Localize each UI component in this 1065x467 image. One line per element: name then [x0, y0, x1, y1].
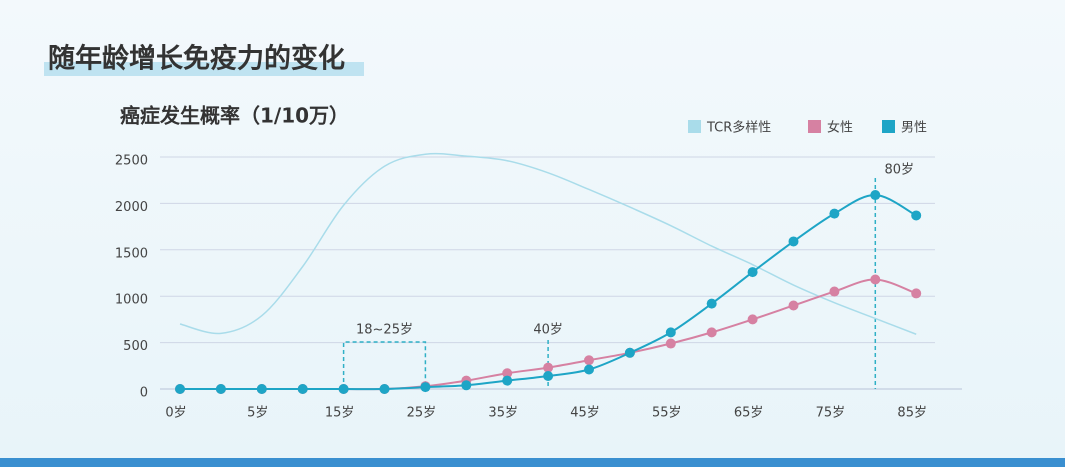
data-point: [788, 300, 799, 311]
x-tick-label: 65岁: [734, 406, 764, 421]
data-point: [584, 364, 594, 375]
y-tick-label: 1500: [115, 246, 148, 261]
data-point: [665, 327, 676, 338]
data-point: [624, 347, 635, 358]
series-line: [179, 152, 917, 335]
data-point: [706, 327, 717, 338]
annotation-box: [342, 341, 427, 389]
bottom-strip: [0, 458, 1065, 467]
data-point: [338, 384, 349, 394]
x-tick-label: 35岁: [488, 406, 518, 421]
data-point: [175, 384, 185, 394]
legend-label: TCR多样性: [706, 120, 771, 136]
data-point: [543, 362, 554, 373]
data-point: [256, 384, 267, 394]
data-point: [829, 208, 840, 219]
chart-title: 癌症发生概率（1/10万）: [120, 104, 349, 128]
y-tick-label: 1000: [115, 293, 148, 308]
legend-swatch: [688, 120, 701, 133]
x-tick-label: 5岁: [247, 406, 268, 421]
x-tick-label: 15岁: [325, 406, 355, 421]
page-title: 随年龄增长免疫力的变化: [48, 43, 345, 75]
legend-swatch: [808, 120, 821, 133]
x-tick-label: 0岁: [165, 406, 186, 421]
data-point: [911, 288, 922, 299]
y-tick-label: 2500: [115, 154, 148, 169]
title-highlight: [44, 62, 364, 76]
data-point: [379, 384, 390, 394]
x-tick-label: 85岁: [897, 406, 927, 421]
data-point: [870, 190, 881, 201]
data-point: [215, 384, 226, 394]
annotation-label: 40岁: [533, 323, 563, 338]
legend-label: 女性: [827, 120, 853, 136]
data-point: [502, 368, 513, 379]
annotation-label: 80岁: [885, 163, 915, 178]
data-point: [911, 210, 922, 221]
data-point: [747, 267, 758, 278]
data-point: [788, 236, 799, 247]
x-tick-label: 75岁: [816, 406, 846, 421]
data-point: [543, 371, 554, 382]
y-tick-label: 500: [123, 339, 148, 354]
data-point: [747, 314, 758, 325]
data-point: [420, 382, 431, 393]
data-point: [706, 298, 717, 309]
legend-label: 男性: [901, 121, 927, 136]
data-point: [461, 380, 472, 391]
data-point: [829, 286, 840, 297]
x-tick-label: 25岁: [407, 406, 437, 421]
annotation-label: 18~25岁: [356, 323, 413, 338]
legend-swatch: [882, 120, 895, 133]
y-tick-label: 0: [140, 386, 148, 401]
data-point: [502, 375, 513, 386]
data-point: [665, 338, 676, 349]
x-tick-label: 55岁: [652, 406, 682, 421]
data-point: [584, 355, 594, 366]
y-tick-label: 2000: [115, 200, 148, 215]
x-tick-label: 45岁: [570, 406, 600, 421]
data-point: [297, 384, 308, 394]
data-point: [870, 274, 881, 285]
